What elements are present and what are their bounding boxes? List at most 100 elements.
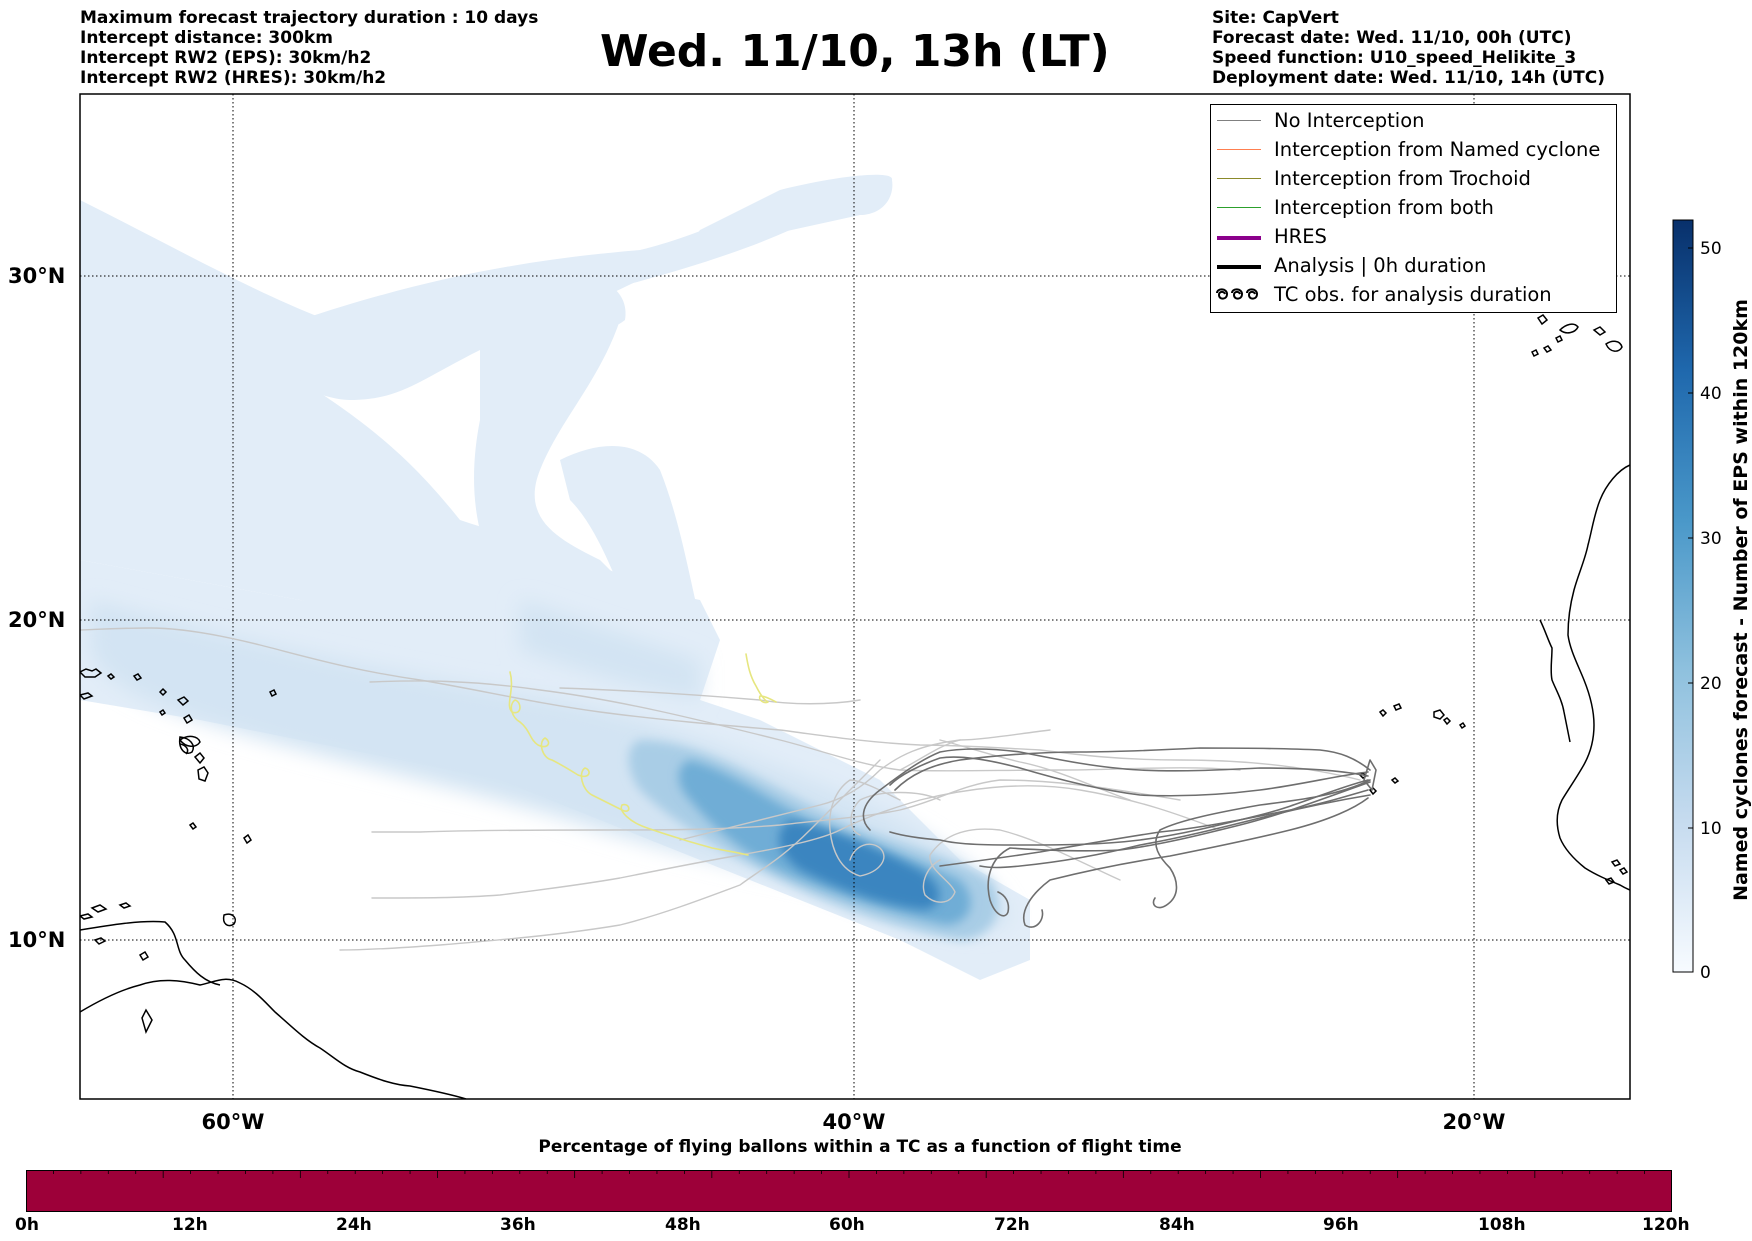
island-puerto-rico [80, 668, 103, 678]
legend-label: Analysis | 0h duration [1274, 254, 1487, 277]
island-sal [1390, 777, 1400, 784]
island-small-7 [188, 821, 198, 831]
flight-time-tick-label: 24h [336, 1215, 372, 1235]
legend-label: TC obs. for analysis duration [1274, 283, 1552, 306]
trajectory [80, 627, 1361, 781]
legend-item: Interception from both [1211, 194, 1616, 222]
legend-label: HRES [1274, 225, 1327, 248]
island-canary-2 [1558, 323, 1579, 334]
coastline-south-america [80, 978, 467, 1099]
coastlines [80, 314, 1630, 1099]
header-left-line: Maximum forecast trajectory duration : 1… [80, 8, 539, 28]
trajectories-dark [862, 747, 1377, 928]
colorbar-tick-label: 20 [1700, 674, 1722, 694]
trajectory [850, 791, 941, 836]
header-right-info: Site: CapVert Forecast date: Wed. 11/10,… [1212, 8, 1605, 88]
trajectory [371, 785, 1221, 899]
island-canary-6 [1554, 334, 1564, 344]
flight-time-tick-label: 84h [1159, 1215, 1195, 1235]
lat-label: 20°N [8, 608, 65, 632]
flight-time-tick-label: 60h [829, 1215, 865, 1235]
island-canary-4 [1605, 340, 1623, 352]
island-barbados [243, 833, 252, 845]
island-small-12 [80, 913, 94, 920]
trajectory-yellow [745, 653, 777, 704]
island-cape-verde-2 [1442, 717, 1452, 726]
flight-time-tick-label: 96h [1323, 1215, 1359, 1235]
island-bissagos-2 [1618, 867, 1629, 875]
colorbar-tick-label: 30 [1700, 529, 1722, 549]
header-right-line: Forecast date: Wed. 11/10, 00h (UTC) [1212, 28, 1572, 48]
trajectory [339, 759, 881, 951]
legend-swatch-line [1217, 149, 1261, 150]
flight-time-tick-label: 72h [994, 1215, 1030, 1235]
flight-time-bar-title: Percentage of flying ballons within a TC… [538, 1137, 1182, 1157]
header-right-line: Speed function: U10_speed_Helikite_3 [1212, 48, 1577, 68]
header-right-line: Deployment date: Wed. 11/10, 14h (UTC) [1212, 68, 1606, 88]
lat-label: 30°N [8, 264, 65, 288]
trajectory [371, 779, 1181, 833]
flight-time-tick-label: 0h [15, 1215, 39, 1235]
island-bissagos-3 [1604, 877, 1616, 885]
legend-swatch-line [1217, 236, 1261, 240]
island-cape-verde-3 [1458, 721, 1467, 730]
trajectory-dark [1152, 779, 1371, 909]
island-small-2 [132, 673, 143, 681]
trajectory-dark [889, 779, 1369, 846]
legend-swatch-line [1217, 265, 1261, 269]
island-martinique [197, 766, 209, 782]
trajectory-yellow [508, 671, 749, 856]
trajectory [922, 828, 1121, 903]
island-cape-verde-1 [1433, 709, 1446, 720]
density-peak [779, 820, 940, 910]
page-title: Wed. 11/10, 13h (LT) [600, 26, 1110, 77]
header-left-info: Maximum forecast trajectory duration : 1… [80, 8, 538, 88]
trajectory [559, 687, 861, 705]
lon-label: 40°W [823, 1110, 886, 1134]
island-canary-3 [1592, 326, 1607, 336]
colorbar-tick-label: 50 [1700, 239, 1722, 259]
legend-swatch-line [1217, 120, 1261, 121]
island-guadeloupe [178, 735, 201, 747]
lon-label: 60°W [202, 1110, 265, 1134]
island-virgin [178, 736, 194, 754]
header-left-line: Intercept RW2 (HRES): 30km/h2 [80, 68, 387, 88]
island-mauritania [1542, 345, 1553, 353]
island-small-8 [118, 902, 132, 909]
map-frame [79, 93, 1631, 1100]
trajectory-dark [939, 789, 1369, 867]
flight-time-tick-label: 108h [1478, 1215, 1526, 1235]
island-small-5 [268, 688, 278, 698]
island-cape-verde-4 [1378, 709, 1388, 718]
gridlines [80, 94, 1630, 1099]
legend-label: Interception from Named cyclone [1274, 138, 1601, 161]
coastline-venezuela-coast [80, 920, 221, 986]
island-dominica [193, 751, 205, 765]
trajectory-dark [889, 756, 1369, 797]
trajectories [80, 627, 1377, 951]
header-right-line: Site: CapVert [1212, 8, 1339, 28]
island-canary-5 [1530, 348, 1540, 358]
lat-axis-labels: 30°N 20°N 10°N [8, 264, 65, 952]
header-left-line: Intercept distance: 300km [80, 28, 333, 48]
flight-time-tick-label: 36h [500, 1215, 536, 1235]
island-small-9 [138, 950, 150, 962]
legend-swatch-line [1217, 178, 1261, 179]
coastline-west-africa [1556, 464, 1630, 891]
island-small-4 [80, 692, 94, 700]
legend-item: HRES [1211, 223, 1616, 251]
island-small-3 [158, 708, 167, 717]
coastline-africa-detail [1539, 619, 1571, 743]
colorbar-tick-label: 10 [1700, 819, 1722, 839]
trajectory [828, 779, 901, 877]
colorbar: 0 10 20 30 40 50 Named cyclones forecast… [1672, 219, 1752, 983]
trajectory-dark [894, 747, 1371, 791]
trajectory [369, 680, 1241, 772]
island-small-1 [158, 687, 168, 697]
lat-label: 10°N [8, 928, 65, 952]
island-small-11 [90, 904, 108, 913]
legend-swatch-line [1217, 207, 1261, 208]
legend-label: Interception from Trochoid [1274, 167, 1531, 190]
